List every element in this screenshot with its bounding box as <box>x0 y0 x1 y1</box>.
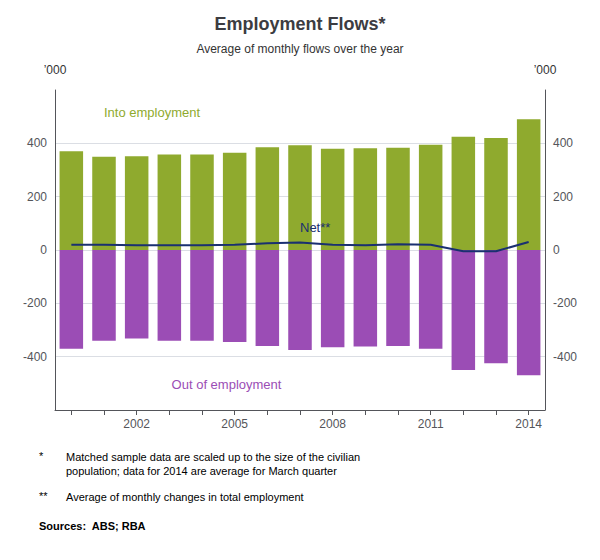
svg-text:*: * <box>39 450 44 462</box>
svg-text:400: 400 <box>553 136 573 150</box>
svg-text:400: 400 <box>27 136 47 150</box>
svg-text:Matched sample data are scaled: Matched sample data are scaled up to the… <box>66 451 360 463</box>
svg-text:200: 200 <box>553 190 573 204</box>
svg-text:**: ** <box>39 490 48 502</box>
svg-text:Net**: Net** <box>300 220 330 235</box>
svg-text:population; data for 2014 are: population; data for 2014 are average fo… <box>66 465 337 477</box>
svg-text:Into employment: Into employment <box>104 105 200 120</box>
svg-text:2005: 2005 <box>221 417 248 431</box>
svg-text:Average of monthly flows over: Average of monthly flows over the year <box>196 42 403 56</box>
svg-text:0: 0 <box>40 243 47 257</box>
svg-text:0: 0 <box>553 243 560 257</box>
svg-text:-400: -400 <box>553 350 577 364</box>
svg-text:2008: 2008 <box>319 417 346 431</box>
svg-text:2002: 2002 <box>123 417 150 431</box>
svg-text:-200: -200 <box>23 296 47 310</box>
svg-text:’000: ’000 <box>44 63 67 77</box>
svg-text:-200: -200 <box>553 296 577 310</box>
svg-text:Out of employment: Out of employment <box>172 377 282 392</box>
svg-text:200: 200 <box>27 190 47 204</box>
svg-text:-400: -400 <box>23 350 47 364</box>
svg-text:2011: 2011 <box>418 417 444 431</box>
svg-text:Employment Flows*: Employment Flows* <box>214 14 385 34</box>
svg-text:Average of monthly changes in: Average of monthly changes in total empl… <box>66 491 304 503</box>
svg-text:Sources: ABS; RBA: Sources: ABS; RBA <box>39 520 146 532</box>
svg-text:2014: 2014 <box>515 417 542 431</box>
svg-text:’000: ’000 <box>534 63 557 77</box>
